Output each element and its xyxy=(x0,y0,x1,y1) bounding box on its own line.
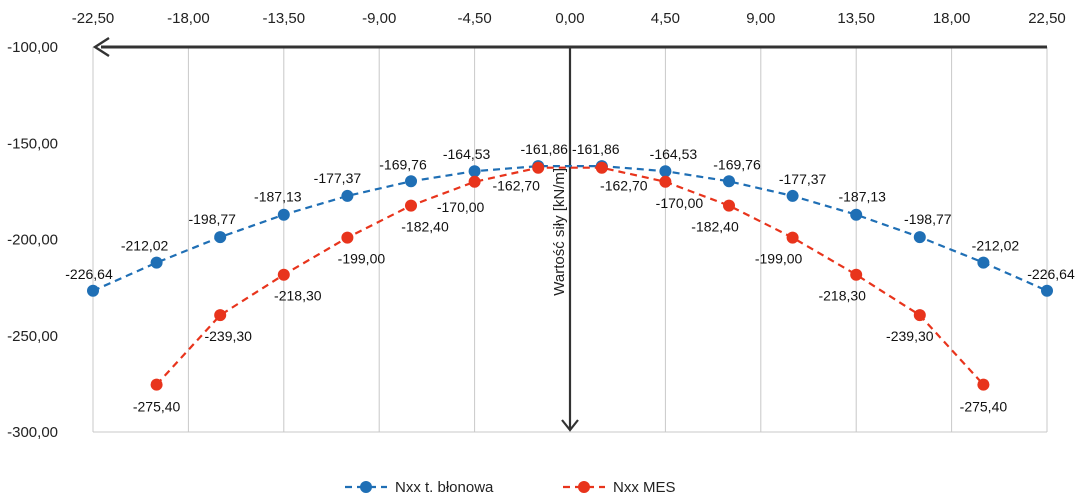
data-label: -198,77 xyxy=(904,211,952,227)
data-point xyxy=(468,175,481,188)
data-point xyxy=(150,256,163,269)
data-label: -161,86 xyxy=(520,141,568,157)
x-axis-arrowhead xyxy=(92,36,110,58)
legend-swatch-marker xyxy=(360,481,372,493)
data-point xyxy=(659,175,672,188)
data-label: -198,77 xyxy=(188,211,236,227)
data-label: -170,00 xyxy=(437,199,485,215)
data-point xyxy=(1041,284,1053,297)
data-labels: -226,64 -212,02 -198,77 -187,13 -177,37 -169,… xyxy=(65,141,1075,415)
legend-swatch-marker xyxy=(578,481,590,493)
data-point xyxy=(723,175,735,188)
data-point xyxy=(214,309,227,322)
data-label: -275,40 xyxy=(960,399,1008,415)
data-label: -187,13 xyxy=(254,189,302,205)
data-label: -226,64 xyxy=(1027,266,1075,282)
data-point xyxy=(913,231,926,244)
data-point xyxy=(659,165,672,178)
data-label: -162,70 xyxy=(492,178,540,194)
y-axis-title: Wartość siły [kN/m] xyxy=(551,168,568,296)
y-tick-label: -150,00 xyxy=(7,135,58,152)
data-label: -169,76 xyxy=(379,156,427,172)
x-tick-label: 9,00 xyxy=(746,10,775,27)
y-tick-label: -300,00 xyxy=(7,424,58,441)
data-point xyxy=(850,268,863,281)
data-point xyxy=(341,189,354,202)
data-point xyxy=(977,256,990,269)
data-label: -218,30 xyxy=(818,288,866,304)
data-label: -177,37 xyxy=(314,170,362,186)
y-tick-label: -250,00 xyxy=(7,328,58,345)
data-point xyxy=(87,284,99,297)
data-label: -275,40 xyxy=(133,399,181,415)
series-line xyxy=(92,165,1048,292)
axes: -22,50 -18,00 -13,50 -9,00 -4,50 0,00 4,50 9,00… xyxy=(7,10,1066,441)
x-tick-label: -9,00 xyxy=(362,10,396,27)
series-line xyxy=(155,166,985,386)
data-label: -164,53 xyxy=(650,146,698,162)
data-label: -239,30 xyxy=(204,328,252,344)
legend-label: Nxx MES xyxy=(613,479,676,496)
data-label: -182,40 xyxy=(401,219,449,235)
x-tick-label: 18,00 xyxy=(933,10,971,27)
data-label: -162,70 xyxy=(600,178,648,194)
data-label: -212,02 xyxy=(972,238,1020,254)
data-label: -199,00 xyxy=(755,251,803,267)
x-tick-label: 22,50 xyxy=(1028,10,1066,27)
data-point xyxy=(850,208,863,221)
legend-label: Nxx t. błonowa xyxy=(395,479,494,496)
data-label: -187,13 xyxy=(838,189,886,205)
x-tick-label: -13,50 xyxy=(263,10,306,27)
grid xyxy=(92,47,1048,433)
data-point xyxy=(468,165,481,178)
data-point xyxy=(532,161,545,174)
series-group xyxy=(87,160,1053,391)
x-tick-label: 13,50 xyxy=(837,10,875,27)
data-label: -169,76 xyxy=(713,156,761,172)
data-point xyxy=(595,161,608,174)
x-tick-label: -22,50 xyxy=(72,10,115,27)
data-label: -239,30 xyxy=(886,328,934,344)
y-axis-arrowhead xyxy=(561,419,579,432)
data-label: -212,02 xyxy=(121,238,169,254)
data-point xyxy=(786,231,799,244)
x-tick-label: 0,00 xyxy=(555,10,584,27)
data-point xyxy=(913,309,926,322)
data-point xyxy=(786,189,799,202)
data-label: -177,37 xyxy=(779,171,827,187)
data-point xyxy=(214,231,227,244)
data-point xyxy=(277,268,290,281)
data-point xyxy=(405,199,417,212)
y-tick-label: -100,00 xyxy=(7,39,58,56)
data-label: -199,00 xyxy=(338,251,386,267)
data-label: -218,30 xyxy=(274,288,322,304)
data-point xyxy=(405,175,417,188)
legend: Nxx t. błonowa Nxx MES xyxy=(345,479,676,496)
data-label: -164,53 xyxy=(443,146,491,162)
data-label: -170,00 xyxy=(656,195,704,211)
data-label: -161,86 xyxy=(572,141,620,157)
data-label: -182,40 xyxy=(691,219,739,235)
y-tick-label: -200,00 xyxy=(7,232,58,249)
data-point xyxy=(341,231,354,244)
x-tick-label: -4,50 xyxy=(457,10,491,27)
data-point xyxy=(723,199,735,212)
x-tick-label: -18,00 xyxy=(167,10,210,27)
data-point xyxy=(150,378,163,391)
data-point xyxy=(977,378,990,391)
x-tick-label: 4,50 xyxy=(651,10,680,27)
data-point xyxy=(277,208,290,221)
data-label: -226,64 xyxy=(65,266,113,282)
